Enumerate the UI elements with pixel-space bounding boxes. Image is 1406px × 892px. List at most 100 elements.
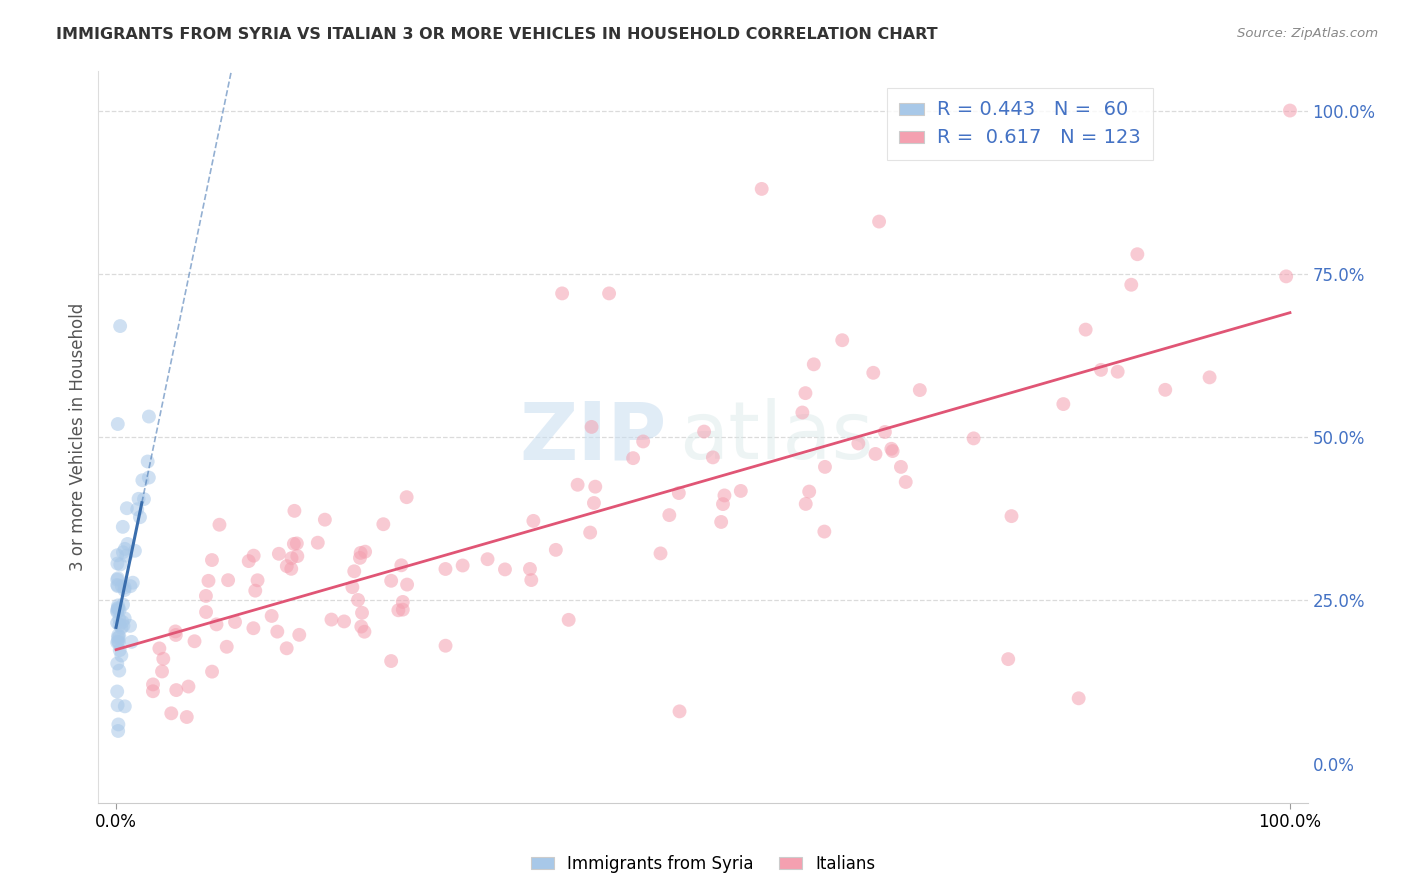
Point [160, 706, 183, 721]
Point [494, 562, 516, 576]
Point [1126, 247, 1149, 261]
Point [124, 543, 146, 558]
Point [205, 617, 228, 632]
Point [873, 425, 896, 439]
Point [1154, 383, 1177, 397]
Point [751, 182, 773, 196]
Point [105, 603, 128, 617]
Point [285, 549, 308, 563]
Point [621, 451, 644, 466]
Point [894, 475, 917, 489]
Point [1278, 103, 1301, 118]
Point [890, 459, 912, 474]
Point [380, 574, 402, 588]
Point [396, 577, 419, 591]
Point [598, 286, 620, 301]
Point [107, 717, 129, 731]
Y-axis label: 3 or more Vehicles in Household: 3 or more Vehicles in Household [69, 303, 87, 571]
Point [713, 488, 735, 502]
Point [107, 557, 129, 571]
Point [711, 497, 734, 511]
Point [129, 510, 152, 524]
Point [1107, 365, 1129, 379]
Point [108, 635, 131, 649]
Point [658, 508, 681, 522]
Point [111, 615, 134, 629]
Point [108, 319, 131, 334]
Point [197, 574, 219, 588]
Point [238, 554, 260, 568]
Point [114, 581, 136, 595]
Point [107, 571, 129, 585]
Point [132, 492, 155, 507]
Point [1000, 509, 1022, 524]
Point [730, 483, 752, 498]
Point [285, 536, 308, 550]
Point [150, 665, 173, 679]
Point [908, 383, 931, 397]
Point [165, 683, 187, 698]
Point [862, 366, 884, 380]
Point [321, 613, 343, 627]
Point [246, 574, 269, 588]
Point [868, 214, 890, 228]
Point [962, 431, 984, 445]
Point [110, 621, 132, 635]
Point [342, 580, 364, 594]
Point [882, 444, 904, 458]
Point [333, 615, 356, 629]
Point [105, 657, 128, 671]
Point [353, 624, 375, 639]
Point [107, 634, 129, 648]
Point [522, 514, 544, 528]
Point [373, 517, 395, 532]
Point [107, 417, 129, 431]
Point [391, 602, 413, 616]
Point [115, 501, 138, 516]
Point [288, 628, 311, 642]
Point [831, 333, 853, 347]
Point [582, 496, 605, 510]
Point [350, 546, 373, 560]
Point [567, 477, 589, 491]
Point [194, 589, 217, 603]
Point [1121, 277, 1143, 292]
Point [112, 619, 135, 633]
Point [799, 484, 821, 499]
Point [107, 628, 129, 642]
Point [107, 602, 129, 616]
Point [136, 454, 159, 468]
Point [283, 537, 305, 551]
Point [215, 640, 238, 654]
Point [283, 504, 305, 518]
Text: atlas: atlas [679, 398, 873, 476]
Point [794, 497, 817, 511]
Point [217, 573, 239, 587]
Legend: Immigrants from Syria, Italians: Immigrants from Syria, Italians [524, 848, 882, 880]
Point [260, 609, 283, 624]
Point [792, 405, 814, 419]
Point [1067, 691, 1090, 706]
Point [177, 680, 200, 694]
Point [111, 520, 134, 534]
Point [307, 535, 329, 549]
Point [142, 684, 165, 698]
Point [107, 600, 129, 615]
Point [114, 583, 136, 598]
Point [276, 559, 298, 574]
Text: ZIP: ZIP [519, 398, 666, 476]
Point [183, 634, 205, 648]
Point [148, 641, 170, 656]
Point [702, 450, 724, 465]
Point [138, 409, 160, 424]
Point [121, 635, 143, 649]
Point [131, 473, 153, 487]
Text: Source: ZipAtlas.com: Source: ZipAtlas.com [1237, 27, 1378, 40]
Point [520, 573, 543, 587]
Point [105, 615, 128, 630]
Point [267, 547, 290, 561]
Point [395, 490, 418, 504]
Point [389, 558, 412, 573]
Point [693, 425, 716, 439]
Point [165, 628, 187, 642]
